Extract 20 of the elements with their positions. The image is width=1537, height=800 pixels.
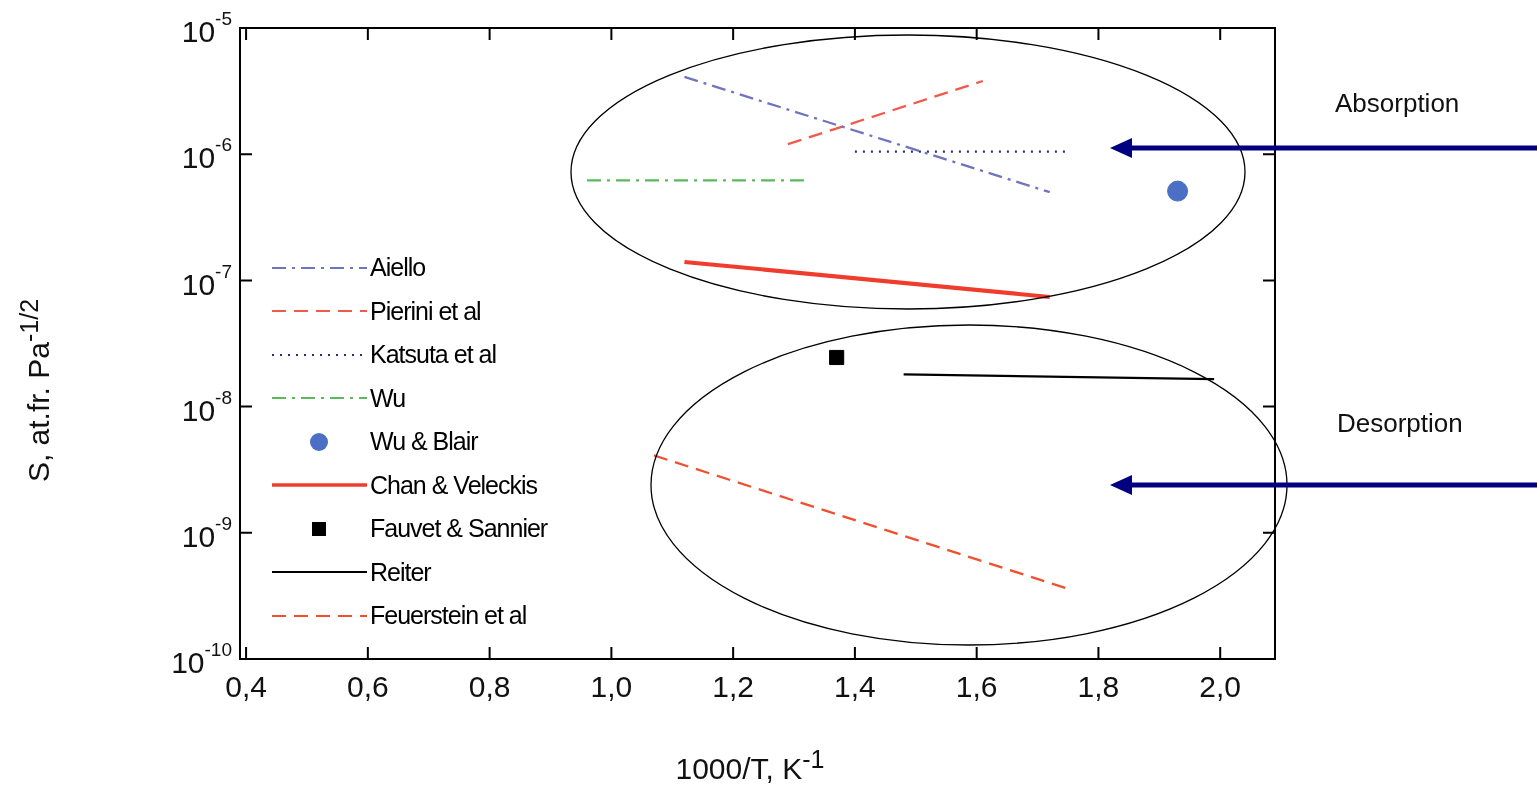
- x-tick-label: 1,4: [834, 670, 876, 704]
- legend-label: Fauvet & Sannier: [370, 514, 548, 544]
- x-axis-title: 1000/T, K$^{-1}$: [674, 745, 826, 786]
- legend-label: Reiter: [370, 557, 431, 587]
- legend-label: Chan & Veleckis: [370, 470, 538, 500]
- x-tick-label: 1,0: [590, 670, 633, 704]
- text: Absorption: [1335, 88, 1460, 119]
- x-tick-label: 2,0: [1199, 670, 1242, 704]
- x-tick-label: 1,2: [712, 670, 755, 704]
- x-tick-label: 0,6: [347, 670, 389, 704]
- text: Desorption: [1337, 408, 1463, 439]
- legend-label: Pierini et al: [370, 296, 481, 326]
- legend-label: Wu: [370, 383, 406, 413]
- legend-label: Aiello: [370, 253, 426, 283]
- x-tick-label: 0,8: [468, 670, 511, 704]
- legend-label: Wu & Blair: [370, 427, 478, 457]
- legend-label: Katsuta et al: [370, 340, 496, 370]
- legend-label: Feuerstein et al: [370, 601, 527, 631]
- x-tick-label: 1,8: [1077, 670, 1120, 704]
- x-tick-label: 1,6: [955, 670, 998, 704]
